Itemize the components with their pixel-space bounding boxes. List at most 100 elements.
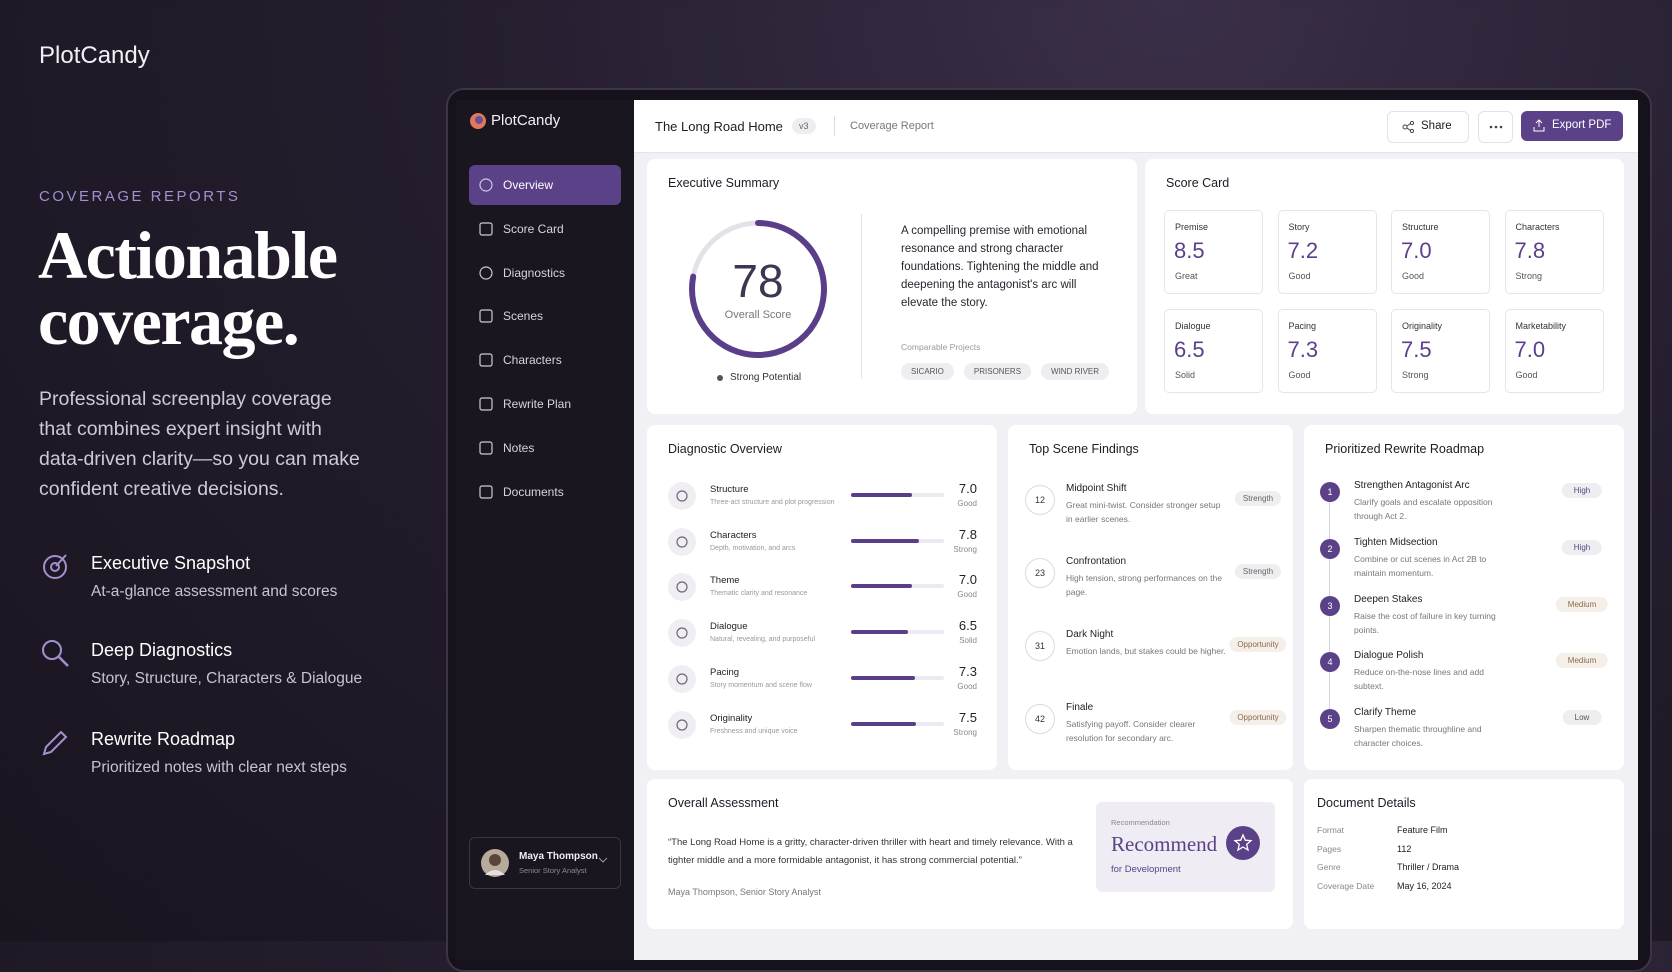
score-box: Characters 7.8 Strong xyxy=(1504,210,1604,294)
score-label: Marketability xyxy=(1515,321,1567,331)
nav-item[interactable]: Diagnostics xyxy=(469,253,621,293)
score-box: Premise 8.5 Great xyxy=(1164,210,1263,294)
user-name: Maya Thompson xyxy=(519,851,598,862)
score-label: Dialogue xyxy=(1175,321,1211,331)
step-title: Strengthen Antagonist Arc xyxy=(1354,480,1470,491)
priority: High xyxy=(1561,539,1603,555)
scene-tag: Opportunity xyxy=(1229,637,1287,652)
icon-shape xyxy=(479,309,493,323)
score-card: Score Card Premise 8.5 Great Story 7.2 Good St… xyxy=(1145,159,1624,414)
summary: A compelling premise with emotional reso… xyxy=(901,225,1099,309)
diag-rating: Good xyxy=(957,590,977,600)
score-arc xyxy=(689,220,827,358)
step-title: Tighten Midsection xyxy=(1354,536,1438,548)
sidebar-brand: PlotCandy xyxy=(491,112,561,129)
nav-icon xyxy=(479,309,493,323)
diag-name: Originality xyxy=(710,712,753,724)
score-value: 7.0 xyxy=(1514,337,1546,362)
score-box: Dialogue 6.5 Solid xyxy=(1164,309,1263,393)
score-box: Marketability 7.0 Good xyxy=(1504,309,1604,393)
scene-number: 12 xyxy=(1025,485,1055,515)
icon-shape xyxy=(479,484,493,499)
diagnostic-card: Diagnostic Overview Structure Three-act s… xyxy=(647,425,997,770)
comparables-label: Comparable Projects xyxy=(901,342,981,352)
comparables: SICARIO PRISONERS WIND RIVER xyxy=(901,363,1110,380)
doc-value: May 16, 2024 xyxy=(1397,880,1452,891)
score-rating: Great xyxy=(1175,271,1198,281)
icon-shape xyxy=(43,555,67,579)
nav-item[interactable]: Notes xyxy=(469,428,621,468)
icon-shape xyxy=(676,673,688,685)
step-desc: Combine or cut scenes in Act 2B to maint… xyxy=(1354,553,1487,578)
nav-item[interactable]: Score Card xyxy=(469,209,621,249)
nav-item[interactable]: Overview xyxy=(469,165,621,205)
icon-shape xyxy=(479,178,493,192)
bar xyxy=(851,630,908,635)
scene-title: Midpoint Shift xyxy=(1066,483,1127,494)
diag-value: 6.5 xyxy=(958,618,977,634)
diag-rating: Good xyxy=(957,681,977,691)
nav-item[interactable]: Rewrite Plan xyxy=(469,384,621,424)
doc-label: Format xyxy=(1317,825,1344,835)
card-title: Executive Summary xyxy=(668,176,780,190)
step-number: 2 xyxy=(1320,538,1340,559)
share-label: Share xyxy=(1421,120,1452,132)
scene-title: Dark Night xyxy=(1066,629,1114,640)
export-label: Export PDF xyxy=(1552,119,1612,131)
score-rating: Good xyxy=(1288,271,1311,281)
nav-label: Score Card xyxy=(503,221,564,236)
feature-desc: Story, Structure, Characters & Dialogue xyxy=(91,670,363,687)
step-desc: Sharpen thematic throughline and charact… xyxy=(1354,724,1482,749)
bar xyxy=(851,538,919,543)
scene-number: 23 xyxy=(1025,558,1055,588)
headline-line: Actionable xyxy=(38,217,338,293)
nav-icon xyxy=(479,178,493,192)
roadmap-card: Prioritized Rewrite Roadmap 1 Strengthen … xyxy=(1304,425,1624,770)
diag-name: Dialogue xyxy=(710,621,748,633)
diag-desc: Story momentum and scene flow xyxy=(710,681,812,689)
user-card[interactable]: Maya Thompson Senior Story Analyst xyxy=(469,837,621,889)
star-badge xyxy=(1226,826,1260,860)
card-title: Score Card xyxy=(1166,176,1230,190)
icon-shape xyxy=(479,265,493,280)
score-label: Pacing xyxy=(1288,321,1317,331)
doc-value: Thriller / Drama xyxy=(1397,862,1460,873)
bar xyxy=(851,675,915,680)
score-rating: Good xyxy=(1515,370,1538,380)
icon-bg xyxy=(668,527,696,556)
user-role: Senior Story Analyst xyxy=(519,866,587,875)
export-button[interactable]: Export PDF xyxy=(1521,111,1623,141)
nav-item[interactable]: Characters xyxy=(469,340,621,380)
card-title: Document Details xyxy=(1317,796,1416,810)
icon-shape xyxy=(479,397,493,411)
icon-bg xyxy=(668,573,696,602)
more-icon xyxy=(1489,125,1503,129)
nav-item[interactable]: Documents xyxy=(469,472,621,512)
doc-value: Feature Film xyxy=(1397,825,1448,835)
divider xyxy=(834,116,835,136)
diag-desc: Natural, revealing, and purposeful xyxy=(710,636,816,644)
score-box: Pacing 7.3 Good xyxy=(1277,309,1377,393)
score-label: Characters xyxy=(1515,222,1560,232)
recommendation-label: Recommendation xyxy=(1111,818,1170,827)
diag-value: 7.0 xyxy=(958,572,977,588)
priority: Low xyxy=(1562,710,1602,726)
diag-desc: Thematic clarity and resonance xyxy=(710,590,808,598)
bar xyxy=(851,584,912,589)
share-button[interactable]: Share xyxy=(1387,111,1469,143)
diag-value: 7.5 xyxy=(958,709,977,725)
scene-title: Finale xyxy=(1066,702,1094,713)
nav-item[interactable]: Scenes xyxy=(469,296,621,336)
nav-icon xyxy=(479,353,493,367)
diag-icon xyxy=(668,573,696,602)
doc-label: Genre xyxy=(1317,862,1341,873)
nav-label: Characters xyxy=(503,353,562,368)
recommendation: Recommend xyxy=(1111,832,1218,856)
priority: High xyxy=(1561,483,1603,498)
icon-bg xyxy=(668,619,696,648)
more-button[interactable] xyxy=(1478,111,1513,143)
diag-icon xyxy=(668,710,696,739)
score-value: 7.2 xyxy=(1287,238,1319,263)
icon-bg xyxy=(668,482,696,510)
